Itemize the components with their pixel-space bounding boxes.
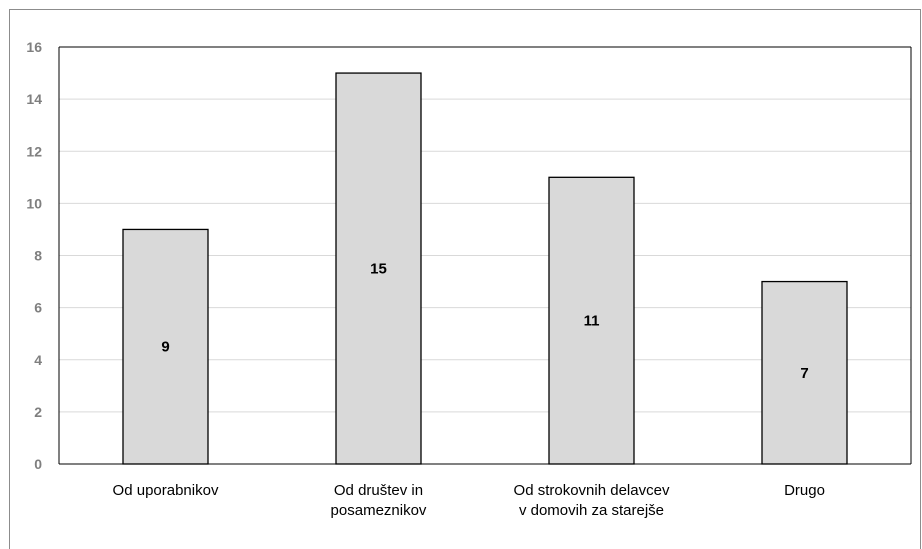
x-tick-label: Od uporabnikov (113, 482, 219, 499)
labels: 0 2 4 6 8 10 12 14 16 9 Od uporabnikov 15 Od društev… (26, 39, 825, 519)
data-label: 7 (800, 365, 808, 382)
x-tick-label-line: Od uporabnikov (113, 482, 219, 499)
data-label: 15 (370, 261, 387, 278)
y-tick-label: 6 (34, 300, 42, 316)
x-tick-label-line: Od strokovnih delavcev (514, 482, 670, 499)
y-tick-label: 8 (34, 248, 42, 264)
x-tick-label-line: Od društev in (334, 482, 423, 499)
y-tick-label: 10 (26, 195, 42, 211)
y-tick-label: 0 (34, 456, 42, 472)
y-tick-label: 2 (34, 404, 42, 420)
x-tick-label: Drugo (784, 482, 825, 499)
x-tick-label-line: posameznikov (331, 502, 427, 519)
bars (122, 72, 848, 465)
y-tick-label: 14 (26, 91, 42, 107)
y-tick-label: 12 (26, 143, 42, 159)
data-label: 9 (161, 339, 169, 356)
bar (122, 228, 209, 465)
x-tick-label: Od društev in posameznikov (331, 482, 427, 519)
y-tick-label: 16 (26, 39, 42, 55)
bar (548, 176, 635, 465)
y-tick-label: 4 (34, 352, 42, 368)
data-label: 11 (584, 313, 600, 330)
x-tick-label: Od strokovnih delavcev v domovih za stare… (514, 482, 670, 519)
axes (58, 46, 912, 465)
x-tick-label-line: Drugo (784, 482, 825, 499)
bar (335, 72, 422, 465)
x-tick-label-line: v domovih za starejše (519, 502, 664, 519)
bar (761, 280, 848, 465)
